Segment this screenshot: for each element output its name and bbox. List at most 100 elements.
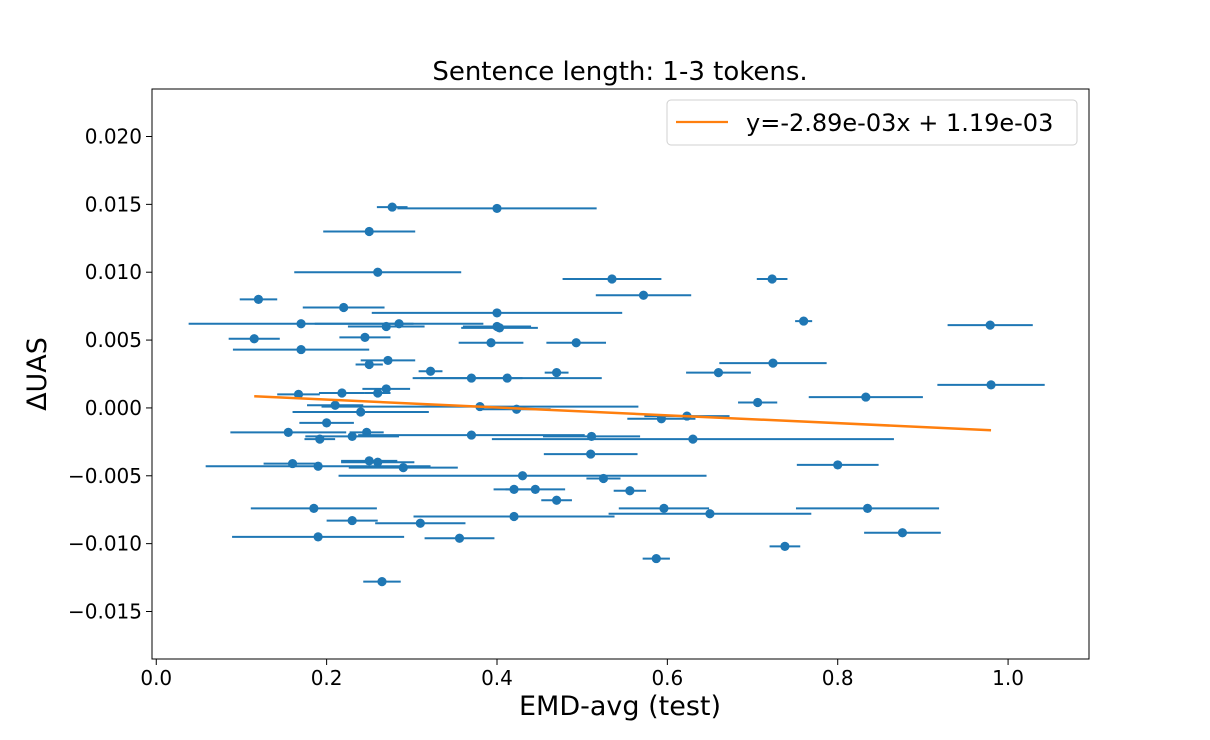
data-point bbox=[659, 503, 669, 513]
data-point bbox=[454, 533, 465, 543]
errorbar-series bbox=[188, 206, 1045, 583]
data-point bbox=[586, 431, 597, 442]
data-point bbox=[530, 484, 540, 494]
regression-line-group bbox=[254, 395, 992, 432]
data-point bbox=[517, 471, 528, 481]
data-point bbox=[466, 373, 477, 383]
data-point bbox=[360, 332, 370, 342]
chart-title: Sentence length: 1-3 tokens. bbox=[432, 57, 807, 87]
data-point bbox=[607, 274, 617, 284]
data-point bbox=[398, 463, 408, 473]
data-point bbox=[383, 355, 393, 366]
data-point bbox=[313, 532, 323, 542]
data-point bbox=[897, 528, 908, 538]
y-tick-label: 0.000 bbox=[85, 396, 142, 420]
y-tick-label: −0.015 bbox=[68, 600, 142, 624]
data-point bbox=[330, 400, 340, 410]
data-point bbox=[373, 267, 383, 277]
plot-area bbox=[151, 88, 1090, 660]
data-point bbox=[492, 203, 502, 214]
data-point bbox=[373, 457, 383, 467]
y-axis-title: ΔUAS bbox=[22, 337, 53, 411]
data-point bbox=[688, 434, 698, 444]
data-point bbox=[638, 290, 649, 300]
data-point bbox=[492, 308, 502, 318]
data-point bbox=[861, 392, 871, 402]
x-tick-label: 0.0 bbox=[140, 666, 172, 690]
data-point bbox=[502, 373, 512, 383]
data-point bbox=[347, 515, 357, 526]
y-tick-label: 0.010 bbox=[85, 260, 142, 284]
data-point bbox=[799, 316, 809, 326]
data-point bbox=[494, 323, 505, 333]
x-tick-label: 0.2 bbox=[311, 666, 343, 690]
data-point bbox=[598, 473, 609, 484]
data-point bbox=[394, 319, 404, 329]
data-point bbox=[509, 511, 519, 522]
data-point bbox=[293, 389, 304, 399]
regression-line bbox=[254, 395, 992, 432]
y-tick-label: −0.010 bbox=[68, 532, 142, 556]
data-point bbox=[656, 414, 666, 424]
data-point bbox=[713, 368, 724, 378]
x-tick-label: 0.4 bbox=[481, 666, 513, 690]
data-point bbox=[381, 321, 391, 332]
data-point bbox=[377, 577, 387, 587]
data-point bbox=[986, 380, 996, 390]
data-point bbox=[571, 338, 581, 348]
data-point bbox=[768, 358, 778, 368]
data-point bbox=[296, 319, 306, 329]
data-point bbox=[309, 503, 319, 513]
data-point bbox=[862, 503, 873, 513]
data-point bbox=[347, 431, 357, 442]
data-point bbox=[415, 518, 425, 528]
data-point bbox=[552, 495, 562, 505]
data-point bbox=[362, 427, 372, 437]
data-point bbox=[466, 430, 477, 440]
data-point bbox=[833, 460, 843, 470]
data-point bbox=[767, 274, 777, 284]
data-point bbox=[283, 427, 293, 437]
x-tick-label: 0.6 bbox=[651, 666, 683, 690]
x-axis-title: EMD-avg (test) bbox=[519, 691, 721, 722]
y-tick-label: 0.020 bbox=[85, 125, 142, 149]
x-axis: 0.0 0.2 0.4 0.6 0.8 1.0 bbox=[140, 659, 1024, 690]
legend-label: y=-2.89e-03x + 1.19e-03 bbox=[746, 109, 1053, 137]
data-point bbox=[249, 334, 259, 344]
data-point bbox=[364, 359, 374, 370]
y-tick-label: 0.015 bbox=[85, 192, 142, 216]
data-point bbox=[315, 434, 325, 444]
data-point bbox=[253, 294, 264, 304]
data-point bbox=[425, 366, 436, 376]
legend: y=-2.89e-03x + 1.19e-03 bbox=[666, 99, 1078, 146]
data-point bbox=[486, 338, 496, 348]
data-point bbox=[625, 486, 635, 496]
data-point bbox=[296, 344, 306, 355]
x-tick-label: 0.8 bbox=[822, 666, 854, 690]
y-tick-label: 0.005 bbox=[85, 328, 142, 352]
data-point bbox=[705, 509, 715, 519]
data-point bbox=[381, 384, 391, 394]
legend-box bbox=[666, 99, 1078, 146]
data-point bbox=[364, 456, 374, 466]
point-series bbox=[249, 202, 996, 587]
y-tick-label: −0.005 bbox=[68, 464, 142, 488]
data-point bbox=[373, 388, 383, 398]
data-point bbox=[356, 407, 366, 417]
data-point bbox=[586, 449, 596, 459]
data-point bbox=[753, 397, 763, 408]
data-point bbox=[552, 368, 562, 378]
x-tick-label: 1.0 bbox=[992, 666, 1024, 690]
data-point bbox=[313, 461, 323, 471]
data-point bbox=[780, 541, 790, 551]
y-axis: −0.015 −0.010 −0.005 0.000 0.005 0.010 0.015 0.… bbox=[68, 125, 152, 624]
data-point bbox=[651, 553, 661, 564]
data-point bbox=[339, 302, 349, 313]
data-point bbox=[387, 202, 397, 212]
data-point bbox=[287, 458, 298, 469]
data-point bbox=[364, 226, 374, 237]
data-point bbox=[985, 320, 995, 330]
data-point bbox=[337, 388, 347, 398]
